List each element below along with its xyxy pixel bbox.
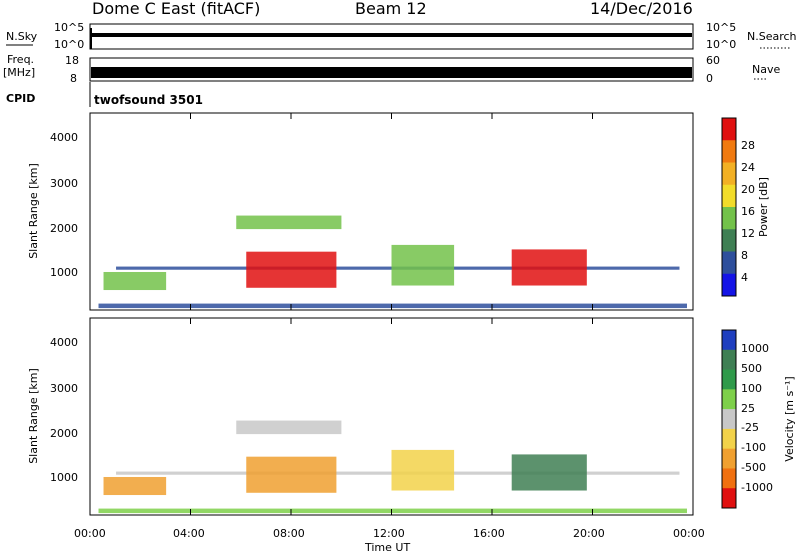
power-panel: Slant Range [km] 1000 2000 3000 4000	[27, 112, 694, 311]
echo-region	[236, 420, 342, 435]
velocity-colorbar-cell	[722, 389, 736, 410]
power-cbar-tick-28: 28	[741, 139, 755, 152]
velocity-ytick-4000: 4000	[50, 336, 78, 349]
power-colorbar-cell	[722, 251, 736, 275]
velocity-colorbar-cell	[722, 349, 736, 371]
echo-region	[103, 476, 167, 496]
velocity-ytick-3000: 3000	[50, 382, 78, 395]
xtick-0800: 08:00	[273, 527, 305, 540]
xtick-0400: 04:00	[173, 527, 205, 540]
freq-left-label-1: Freq.	[7, 53, 34, 66]
velocity-ytick-2000: 2000	[50, 427, 78, 440]
sky-trace	[90, 28, 692, 49]
freq-left-tick-bottom: 8	[70, 72, 77, 85]
xtick-1200: 12:00	[373, 527, 405, 540]
station-title: Dome C East (fitACF)	[92, 0, 260, 18]
velocity-colorbar-cell	[722, 488, 736, 509]
nave-label: Nave	[752, 63, 780, 76]
beam-title: Beam 12	[355, 0, 427, 18]
xtick-1600: 16:00	[473, 527, 505, 540]
velocity-colorbar-cell	[722, 468, 736, 489]
freq-right-tick-top: 60	[706, 54, 720, 67]
power-colorbar-cell	[722, 184, 736, 208]
velocity-colorbar: 1000 500 100 25 -25 -100 -500 -1000 Velo…	[721, 329, 796, 509]
power-cbar-tick-20: 20	[741, 183, 755, 196]
echo-region	[98, 303, 687, 309]
power-ytick-3000: 3000	[50, 177, 78, 190]
freq-left-tick-top: 18	[65, 54, 79, 67]
velocity-cbar-tick-25: 25	[741, 402, 755, 415]
power-colorbar-cell	[722, 118, 736, 141]
velocity-cbar-label: Velocity [m s⁻¹]	[783, 376, 796, 461]
echo-region	[391, 449, 455, 491]
echo-region	[391, 244, 455, 286]
echo-region	[511, 454, 587, 491]
echo-region	[246, 456, 337, 493]
power-colorbar-cell	[722, 140, 736, 163]
velocity-echoes	[98, 420, 687, 514]
velocity-colorbar-cell	[722, 428, 736, 450]
echo-region	[103, 271, 167, 291]
freq-right-tick-bottom: 0	[706, 72, 713, 85]
echo-region	[236, 215, 342, 230]
sky-left-label: N.Sky	[6, 30, 38, 43]
power-cbar-label: Power [dB]	[757, 177, 770, 237]
cpid-value: twofsound 3501	[94, 93, 203, 107]
power-cbar-tick-12: 12	[741, 227, 755, 240]
power-ylabel: Slant Range [km]	[27, 163, 40, 259]
date-title: 14/Dec/2016	[590, 0, 693, 18]
power-colorbar-cell	[722, 207, 736, 230]
cpid-label: CPID	[6, 92, 35, 105]
power-echoes	[98, 215, 687, 309]
velocity-ylabel: Slant Range [km]	[27, 368, 40, 464]
velocity-cbar-tick-1000: 1000	[741, 342, 769, 355]
power-ytick-4000: 4000	[50, 131, 78, 144]
velocity-cbar-tick-m25: -25	[741, 421, 759, 434]
velocity-cbar-tick-m500: -500	[741, 461, 766, 474]
power-cbar-tick-4: 4	[741, 271, 748, 284]
velocity-cbar-tick-m1000: -1000	[741, 481, 773, 494]
power-cbar-tick-16: 16	[741, 205, 755, 218]
xtick-0000: 00:00	[74, 527, 106, 540]
xtick-2000: 20:00	[573, 527, 605, 540]
power-colorbar-frame	[721, 117, 737, 297]
power-ytick-1000: 1000	[50, 266, 78, 279]
velocity-cbar-tick-m100: -100	[741, 441, 766, 454]
sky-right-label: N.Search	[747, 30, 797, 43]
echo-region	[98, 508, 687, 514]
echo-region	[511, 249, 587, 286]
power-colorbar: 28 24 20 16 12 8 4 Power [dB]	[721, 117, 770, 297]
sky-band	[91, 33, 692, 37]
velocity-panel: Slant Range [km] 1000 2000 3000 4000	[27, 317, 694, 516]
xlabel-time: Time UT	[364, 541, 410, 554]
echo-region	[246, 251, 337, 288]
velocity-colorbar-cell	[722, 448, 736, 469]
velocity-ytick-1000: 1000	[50, 471, 78, 484]
power-cbar-tick-8: 8	[741, 249, 748, 262]
freq-strip-frame	[89, 57, 694, 82]
velocity-cbar-tick-100: 100	[741, 382, 762, 395]
freq-left-label-2: [MHz]	[3, 66, 35, 79]
sky-right-tick-top: 10^5	[706, 21, 736, 34]
velocity-colorbar-cell	[722, 409, 736, 430]
velocity-colorbar-frame	[721, 329, 737, 509]
freq-band	[91, 67, 692, 78]
velocity-colorbar-cell	[722, 330, 736, 351]
xtick-2400: 00:00	[673, 527, 705, 540]
velocity-colorbar-cell	[722, 369, 736, 390]
sky-right-tick-bottom: 10^0	[706, 38, 736, 51]
power-ytick-2000: 2000	[50, 222, 78, 235]
power-colorbar-cell	[722, 162, 736, 186]
sky-left-tick-top: 10^5	[54, 21, 84, 34]
sky-left-tick-bottom: 10^0	[54, 38, 84, 51]
power-colorbar-cell	[722, 273, 736, 297]
velocity-cbar-tick-500: 500	[741, 362, 762, 375]
power-colorbar-cell	[722, 229, 736, 252]
power-cbar-tick-24: 24	[741, 161, 755, 174]
